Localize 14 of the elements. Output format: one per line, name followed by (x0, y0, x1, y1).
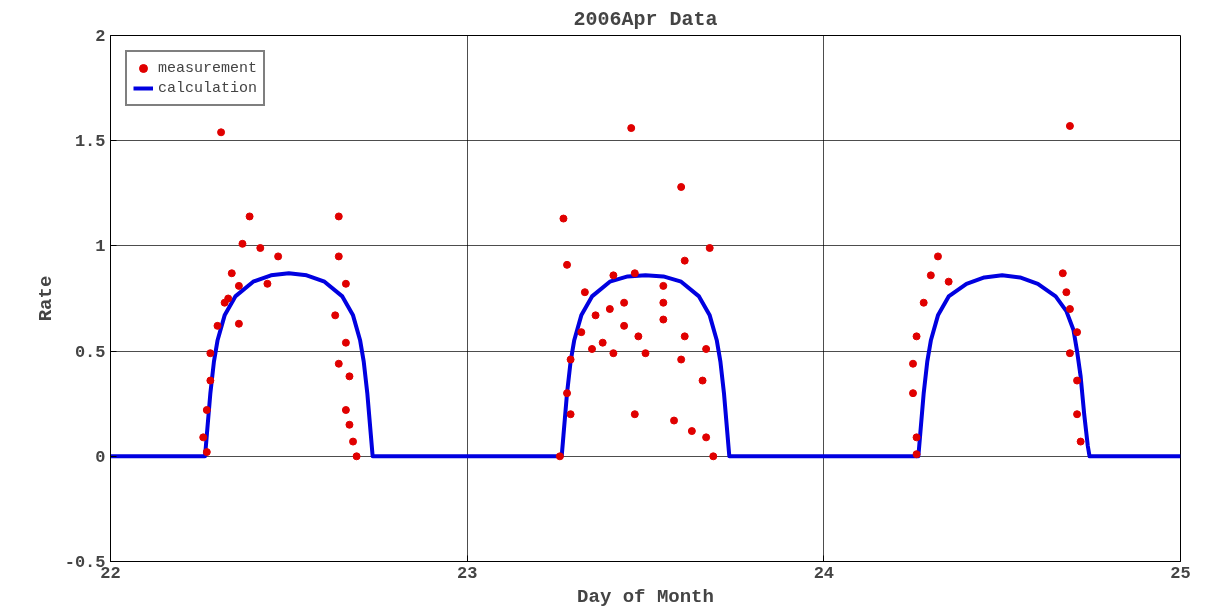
legend-label: measurement (158, 59, 258, 77)
x-axis-title: Day of Month (577, 585, 714, 608)
y-tick-label: 1.5 (74, 132, 106, 152)
line-series (110, 271, 1181, 459)
chart-title: 2006Apr Data (573, 7, 718, 31)
y-tick-label: 1 (95, 237, 106, 257)
x-tick-label: 23 (456, 563, 478, 583)
x-tick-label: 24 (813, 563, 835, 583)
y-axis-title: Rate (34, 275, 57, 322)
x-tick-label: 25 (1170, 563, 1191, 583)
legend-label: calculation (158, 79, 258, 97)
y-tick-label: 0 (95, 447, 106, 467)
y-tick-label: 2 (95, 27, 106, 46)
y-tick-label: 0.5 (74, 342, 106, 362)
